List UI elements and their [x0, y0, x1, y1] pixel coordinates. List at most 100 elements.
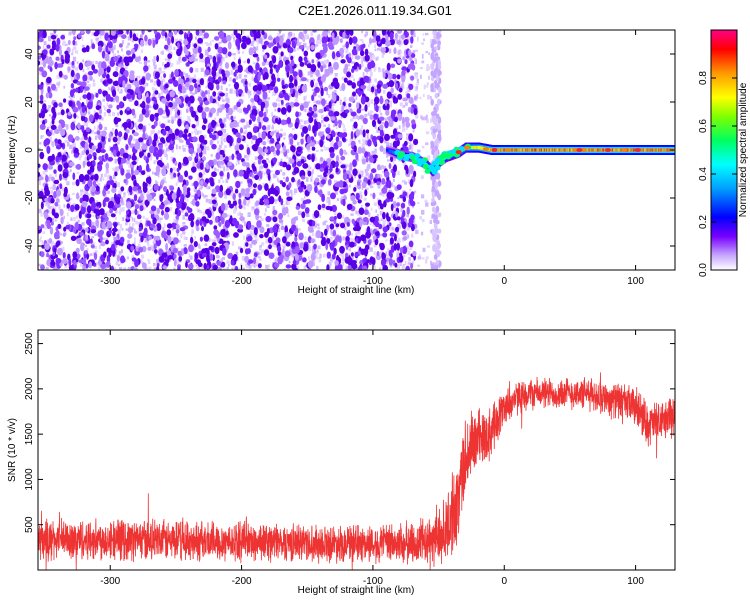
- noise-blob: [263, 71, 269, 80]
- noise-blob: [78, 173, 85, 183]
- noise-speckle-light: [226, 113, 230, 119]
- noise-blob: [191, 124, 196, 129]
- noise-speckle-light: [219, 156, 222, 161]
- noise-blob: [321, 203, 326, 209]
- noise-blob: [366, 226, 371, 235]
- noise-speckle-light: [288, 157, 291, 162]
- noise-speckle-light: [261, 242, 265, 246]
- noise-speckle-light: [118, 136, 121, 142]
- noise-speckle-light: [105, 264, 108, 270]
- noise-blob: [93, 173, 99, 181]
- noise-blob: [262, 141, 267, 146]
- noise-blob: [403, 39, 409, 46]
- noise-blob: [193, 241, 198, 248]
- noise-speckle-light: [379, 192, 383, 196]
- noise-speckle-light: [246, 144, 249, 149]
- noise-speckle-light: [430, 260, 433, 265]
- noise-speckle-light: [316, 59, 319, 63]
- noise-speckle-light: [402, 190, 406, 193]
- noise-speckle-light: [262, 47, 264, 52]
- noise-blob: [238, 169, 245, 177]
- noise-blob: [80, 243, 85, 252]
- noise-blob: [212, 91, 217, 97]
- noise-speckle-light: [276, 130, 280, 134]
- noise-speckle-light: [267, 125, 271, 130]
- noise-speckle-light: [134, 237, 136, 243]
- noise-speckle-light: [381, 225, 385, 229]
- noise-speckle-light: [86, 122, 88, 127]
- noise-speckle-light: [206, 185, 208, 188]
- noise-speckle-light: [85, 158, 89, 162]
- noise-speckle-light: [91, 129, 94, 134]
- noise-speckle-light: [245, 263, 247, 267]
- noise-speckle-light: [120, 249, 123, 253]
- noise-blob: [336, 212, 342, 220]
- noise-speckle-light: [52, 184, 56, 188]
- noise-speckle-light: [265, 108, 268, 114]
- noise-speckle-light: [315, 223, 318, 228]
- noise-speckle-light: [42, 45, 45, 50]
- noise-speckle-light: [151, 246, 155, 252]
- noise-speckle-light: [247, 90, 252, 96]
- noise-speckle-light: [384, 138, 388, 144]
- noise-blob: [221, 212, 228, 219]
- noise-blob: [406, 206, 410, 215]
- noise-speckle-light: [175, 144, 178, 150]
- noise-speckle-light: [207, 237, 211, 242]
- noise-speckle-light: [44, 226, 47, 230]
- noise-speckle-light: [173, 212, 177, 216]
- noise-speckle-light: [322, 105, 326, 110]
- noise-speckle-light: [162, 227, 165, 231]
- noise-speckle-light: [185, 210, 187, 215]
- noise-speckle-light: [223, 148, 226, 153]
- noise-speckle-light: [213, 96, 218, 101]
- noise-speckle-light: [251, 206, 255, 210]
- noise-speckle-light: [286, 200, 290, 206]
- noise-speckle-light: [104, 107, 107, 111]
- noise-speckle-light: [185, 58, 189, 62]
- noise-blob: [320, 179, 326, 185]
- noise-speckle-light: [224, 124, 227, 128]
- noise-blob: [82, 94, 88, 99]
- noise-speckle-light: [410, 171, 414, 175]
- noise-speckle-light: [268, 88, 271, 93]
- noise-speckle-light: [321, 120, 324, 124]
- noise-speckle-light: [45, 267, 49, 270]
- noise-speckle-light: [311, 78, 315, 82]
- noise-blob: [245, 37, 252, 45]
- noise-speckle-light: [343, 96, 347, 102]
- noise-speckle-light: [265, 166, 269, 171]
- noise-blob: [367, 139, 372, 147]
- noise-speckle-light: [51, 217, 55, 223]
- noise-speckle-light: [55, 219, 57, 222]
- noise-blob: [364, 244, 370, 251]
- noise-speckle-light: [225, 167, 229, 171]
- noise-blob: [382, 232, 388, 238]
- noise-speckle-light: [130, 154, 133, 158]
- noise-blob: [73, 147, 79, 155]
- noise-speckle-light: [47, 178, 51, 182]
- noise-speckle-light: [310, 171, 313, 175]
- noise-blob: [46, 222, 51, 230]
- noise-speckle-light: [77, 115, 79, 119]
- noise-blob: [389, 232, 396, 237]
- noise-speckle-light: [367, 86, 371, 92]
- noise-speckle-light: [292, 128, 295, 131]
- noise-blob: [267, 236, 273, 244]
- noise-speckle-light: [131, 38, 134, 43]
- noise-speckle-light: [70, 217, 73, 221]
- noise-speckle-light: [223, 129, 227, 134]
- noise-speckle-light: [355, 210, 358, 215]
- noise-blob: [392, 201, 397, 209]
- noise-speckle-light: [343, 124, 346, 129]
- noise-speckle-light: [107, 190, 110, 194]
- noise-blob: [210, 177, 214, 184]
- noise-blob: [217, 107, 223, 113]
- noise-speckle-light: [168, 63, 172, 68]
- noise-speckle-light: [345, 267, 348, 270]
- noise-speckle-light: [352, 61, 356, 64]
- noise-speckle-light: [149, 153, 153, 159]
- noise-blob: [307, 260, 314, 269]
- noise-speckle-light: [298, 122, 302, 127]
- noise-speckle-light: [229, 76, 232, 82]
